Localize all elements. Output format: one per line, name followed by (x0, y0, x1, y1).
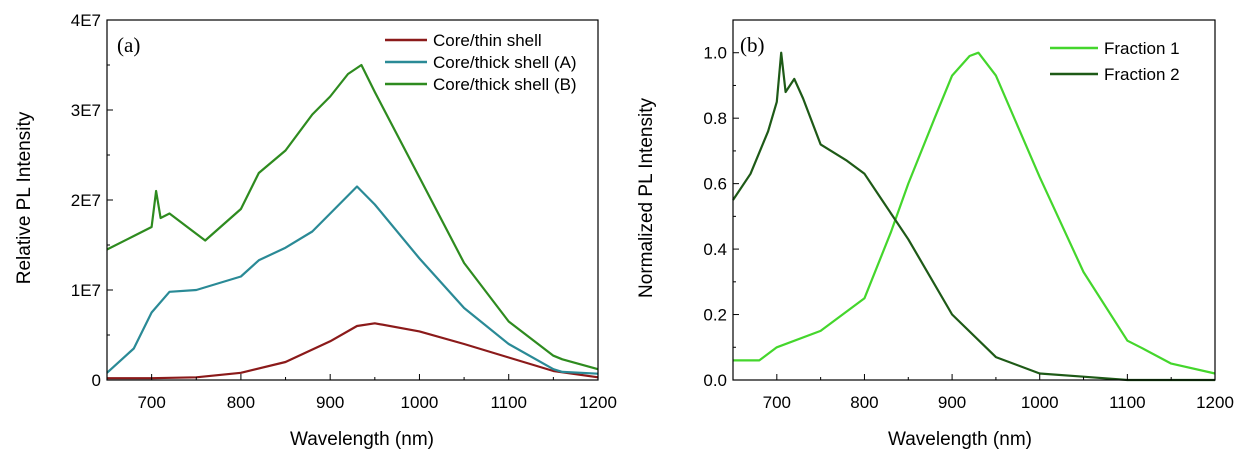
chart-panel-a: (a) Wavelength (nm) Relative PL Intensit… (14, 11, 617, 450)
legend-label: Core/thin shell (433, 31, 542, 50)
x-tick-label: 900 (938, 393, 966, 412)
x-tick-label: 1100 (1109, 393, 1146, 412)
x-tick-label: 1200 (579, 393, 617, 412)
series-line (733, 51, 1216, 375)
y-tick-label: 4E7 (71, 11, 101, 30)
plot-frame (732, 19, 1216, 381)
x-axis-title: Wavelength (nm) (888, 429, 1032, 450)
y-tick-label: 3E7 (71, 101, 101, 120)
legend-label: Core/thick shell (A) (433, 53, 577, 72)
plot-frame (106, 19, 599, 381)
y-tick-label: 0.6 (703, 175, 727, 194)
series-line (107, 322, 599, 380)
y-tick-label: 1E7 (71, 281, 101, 300)
x-tick-label: 800 (227, 393, 255, 412)
legend-label: Fraction 1 (1104, 39, 1180, 58)
series-line (106, 185, 599, 375)
series-line (106, 63, 599, 371)
x-tick-label: 800 (850, 393, 878, 412)
plot-area: 700 800 900 1000 1100 1200 0 1E7 2E7 3E7 4E7 Core/t… (71, 11, 617, 412)
legend-label: Core/thick shell (B) (433, 75, 577, 94)
y-tick-label: 2E7 (71, 191, 101, 210)
y-tick-label: 0.2 (703, 306, 727, 325)
y-axis-title: Normalized PL Intensity (636, 98, 657, 298)
y-tick-label: 1.0 (703, 44, 727, 63)
x-tick-label: 1200 (1196, 393, 1234, 412)
x-axis-title: Wavelength (nm) (290, 429, 434, 450)
y-tick-label: 0 (92, 371, 101, 390)
panel-label: (a) (117, 33, 140, 57)
y-axis-title: Relative PL Intensity (14, 111, 35, 284)
x-tick-label: 700 (763, 393, 791, 412)
x-tick-label: 1100 (490, 393, 527, 412)
plot-area: 700 800 900 1000 1100 1200 0.0 0.2 0.4 0.6 0.8 1.0 F… (703, 19, 1234, 412)
series-line (732, 51, 1215, 382)
x-tick-label: 1000 (401, 393, 439, 412)
y-tick-label: 0.0 (703, 371, 727, 390)
y-tick-label: 0.4 (703, 240, 727, 259)
chart-panel-b: (b) Wavelength (nm) Normalized PL Intens… (636, 19, 1234, 450)
x-tick-label: 700 (137, 393, 165, 412)
panel-label: (b) (740, 33, 765, 57)
x-tick-label: 900 (316, 393, 344, 412)
legend-label: Fraction 2 (1104, 65, 1180, 84)
y-tick-label: 0.8 (703, 109, 727, 128)
x-tick-label: 1000 (1021, 393, 1059, 412)
